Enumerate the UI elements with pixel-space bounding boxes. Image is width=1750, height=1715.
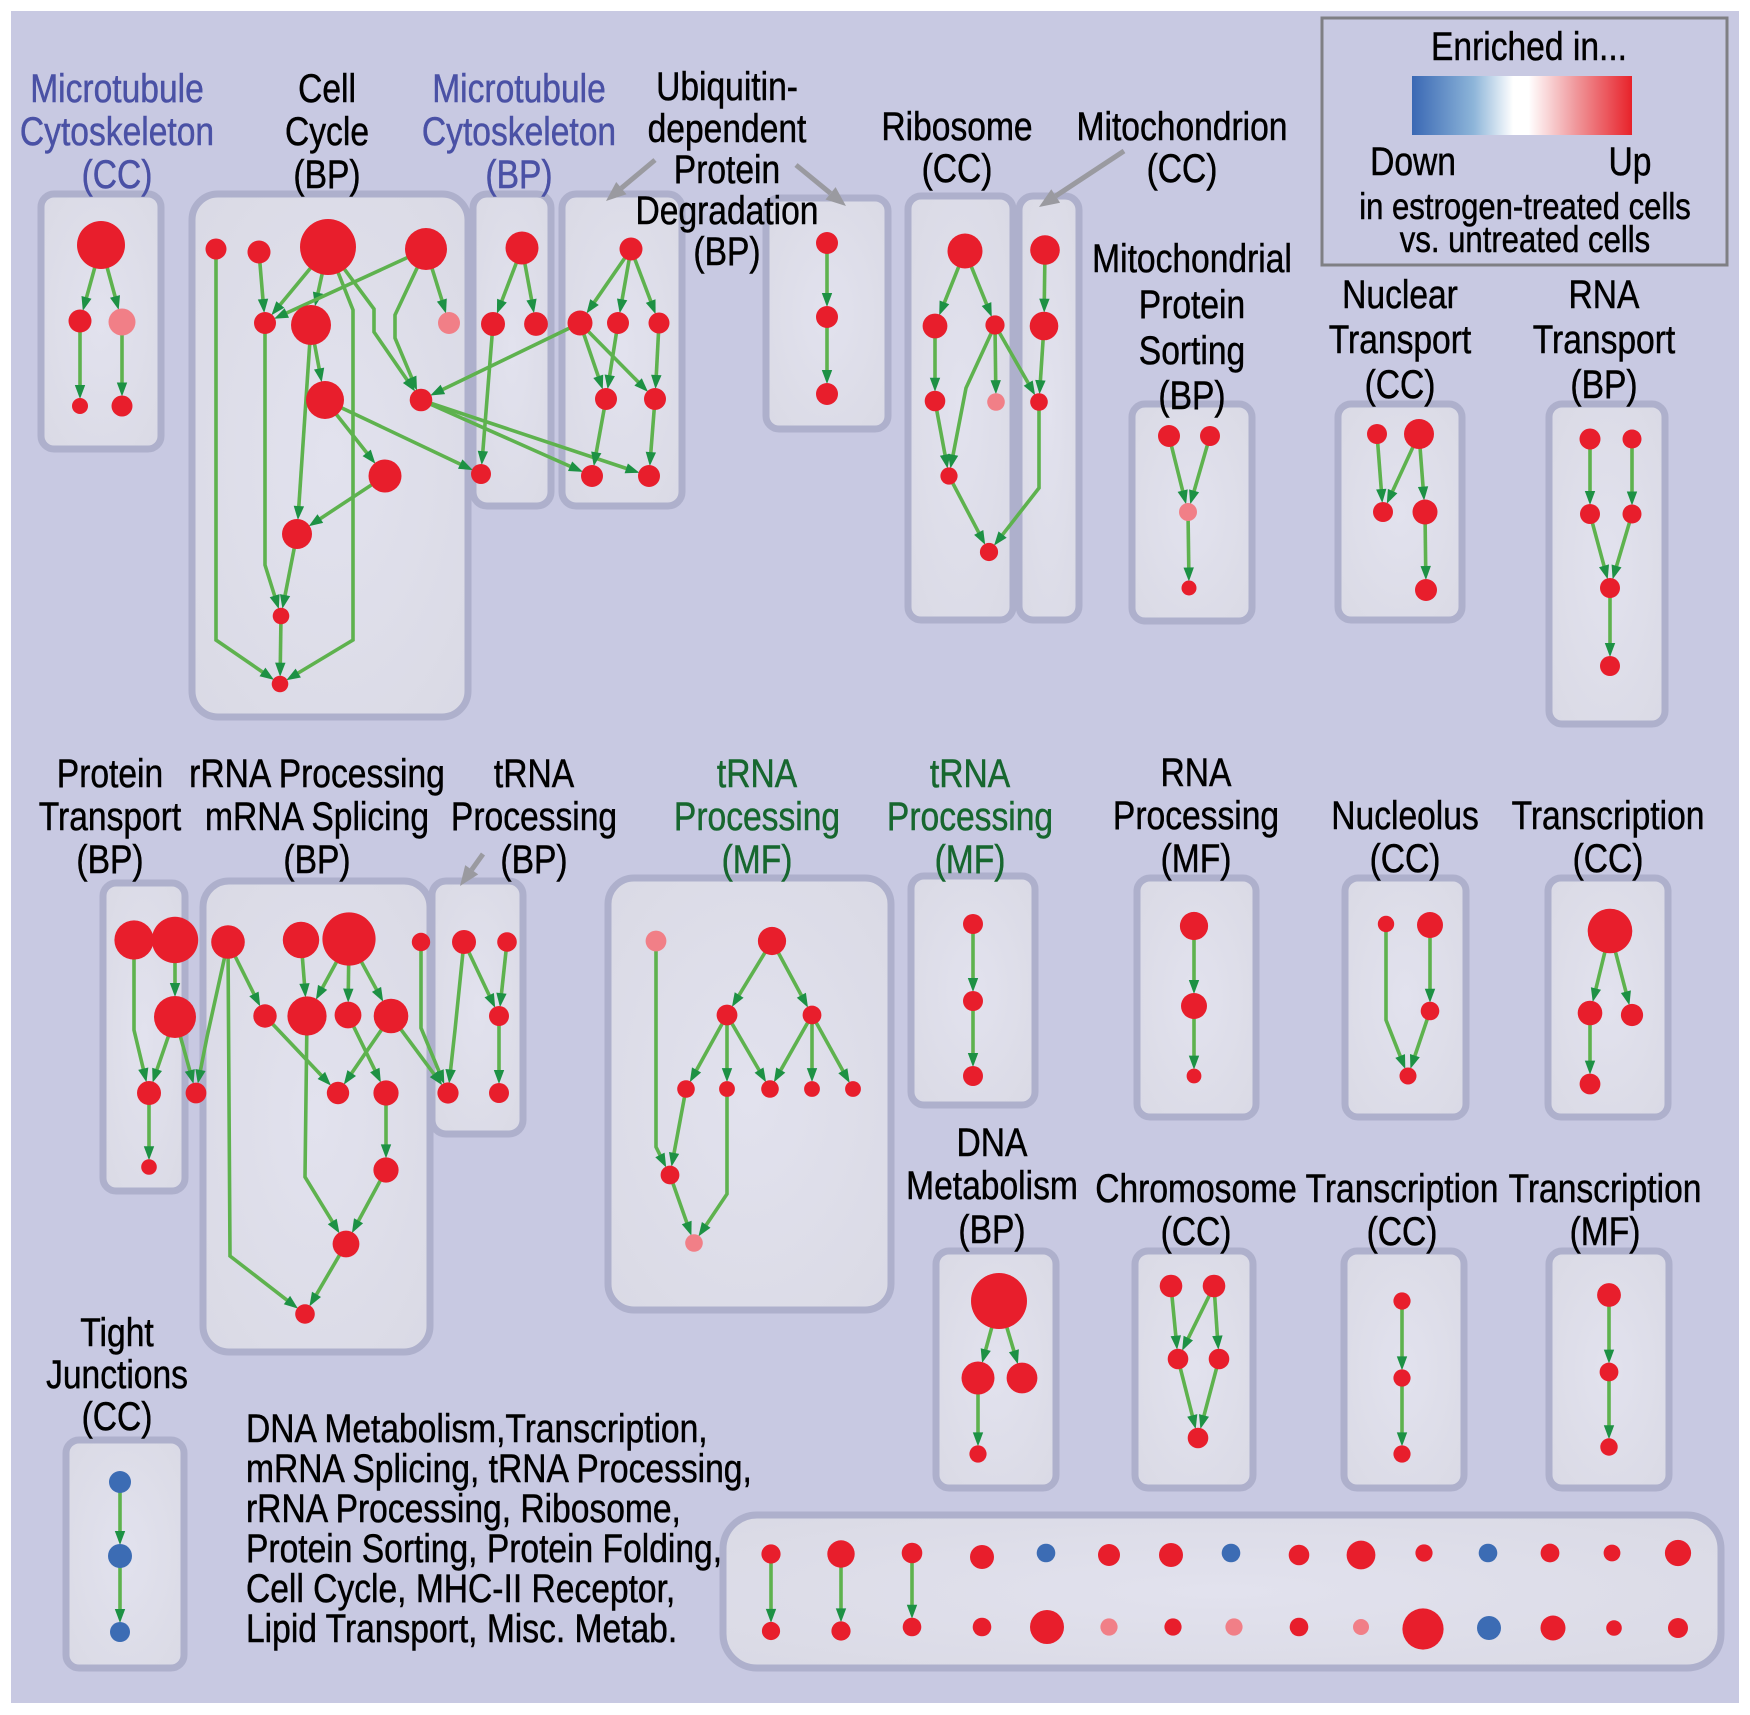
svg-text:Mitochondrial: Mitochondrial xyxy=(1092,236,1292,280)
svg-text:in estrogen-treated cells: in estrogen-treated cells xyxy=(1359,187,1691,228)
svg-text:(CC): (CC) xyxy=(1370,836,1441,880)
svg-text:Microtubule: Microtubule xyxy=(432,66,606,110)
svg-text:Transport: Transport xyxy=(1329,317,1471,361)
svg-text:(BP): (BP) xyxy=(1570,362,1637,406)
svg-text:Transcription: Transcription xyxy=(1306,1166,1499,1210)
svg-text:mRNA Splicing: mRNA Splicing xyxy=(205,794,429,838)
svg-text:(BP): (BP) xyxy=(283,837,350,881)
svg-text:(CC): (CC) xyxy=(1367,1209,1438,1253)
svg-text:Protein: Protein xyxy=(674,147,780,191)
svg-text:(MF): (MF) xyxy=(935,837,1006,881)
svg-text:Transcription: Transcription xyxy=(1509,1166,1702,1210)
svg-text:(CC): (CC) xyxy=(1573,836,1644,880)
svg-text:DNA Metabolism,Transcription,: DNA Metabolism,Transcription, xyxy=(246,1406,708,1450)
svg-text:tRNA: tRNA xyxy=(930,751,1011,795)
svg-text:(CC): (CC) xyxy=(82,1394,153,1438)
svg-text:Processing: Processing xyxy=(451,794,617,838)
svg-text:Protein: Protein xyxy=(1139,282,1245,326)
svg-text:(CC): (CC) xyxy=(82,152,153,196)
svg-text:Degradation: Degradation xyxy=(636,188,819,232)
svg-text:(BP): (BP) xyxy=(1158,373,1225,417)
svg-text:Cytoskeleton: Cytoskeleton xyxy=(422,109,616,153)
svg-text:Processing: Processing xyxy=(674,794,840,838)
svg-text:Up: Up xyxy=(1609,139,1652,183)
svg-text:(CC): (CC) xyxy=(1161,1209,1232,1253)
svg-text:Junctions: Junctions xyxy=(46,1352,188,1396)
svg-text:Nuclear: Nuclear xyxy=(1342,272,1458,316)
svg-text:(CC): (CC) xyxy=(1147,146,1218,190)
svg-text:Mitochondrion: Mitochondrion xyxy=(1077,104,1288,148)
svg-text:rRNA Processing, Ribosome,: rRNA Processing, Ribosome, xyxy=(246,1486,681,1530)
svg-text:(BP): (BP) xyxy=(958,1207,1025,1251)
svg-text:tRNA: tRNA xyxy=(494,751,575,795)
svg-text:(MF): (MF) xyxy=(1570,1209,1641,1253)
svg-text:vs. untreated cells: vs. untreated cells xyxy=(1400,220,1650,261)
svg-text:Transport: Transport xyxy=(39,794,181,838)
svg-text:tRNA: tRNA xyxy=(717,751,798,795)
svg-text:rRNA Processing: rRNA Processing xyxy=(189,751,445,795)
svg-text:Processing: Processing xyxy=(1113,793,1279,837)
svg-text:Down: Down xyxy=(1370,139,1456,183)
svg-text:(BP): (BP) xyxy=(76,837,143,881)
svg-text:Tight: Tight xyxy=(80,1310,153,1354)
svg-text:(CC): (CC) xyxy=(922,146,993,190)
svg-text:Protein: Protein xyxy=(57,751,163,795)
svg-text:Metabolism: Metabolism xyxy=(906,1163,1078,1207)
svg-text:Protein Sorting, Protein Foldi: Protein Sorting, Protein Folding, xyxy=(246,1526,722,1570)
svg-text:(CC): (CC) xyxy=(1365,362,1436,406)
svg-text:(MF): (MF) xyxy=(1161,836,1232,880)
svg-text:Processing: Processing xyxy=(887,794,1053,838)
svg-text:Lipid Transport, Misc. Metab.: Lipid Transport, Misc. Metab. xyxy=(246,1606,677,1650)
svg-text:Cell Cycle, MHC-II Receptor,: Cell Cycle, MHC-II Receptor, xyxy=(246,1566,675,1610)
svg-text:Microtubule: Microtubule xyxy=(30,66,204,110)
svg-text:Sorting: Sorting xyxy=(1139,328,1245,372)
svg-text:(BP): (BP) xyxy=(485,152,552,196)
svg-text:RNA: RNA xyxy=(1161,750,1232,794)
svg-text:Nucleolus: Nucleolus xyxy=(1331,793,1478,837)
svg-text:(BP): (BP) xyxy=(693,229,760,273)
svg-text:Ribosome: Ribosome xyxy=(881,104,1032,148)
svg-text:Cell: Cell xyxy=(298,66,356,110)
svg-text:Enriched in...: Enriched in... xyxy=(1431,24,1627,68)
svg-text:DNA: DNA xyxy=(957,1120,1028,1164)
svg-text:dependent: dependent xyxy=(648,106,807,150)
svg-text:Transcription: Transcription xyxy=(1512,793,1705,837)
svg-text:(BP): (BP) xyxy=(500,837,567,881)
svg-text:Cycle: Cycle xyxy=(285,109,369,153)
svg-text:mRNA Splicing, tRNA Processing: mRNA Splicing, tRNA Processing, xyxy=(246,1446,752,1490)
svg-text:RNA: RNA xyxy=(1569,272,1640,316)
svg-text:Ubiquitin-: Ubiquitin- xyxy=(656,64,798,108)
svg-text:(MF): (MF) xyxy=(722,837,793,881)
svg-text:Chromosome: Chromosome xyxy=(1095,1166,1297,1210)
svg-text:Cytoskeleton: Cytoskeleton xyxy=(20,109,214,153)
svg-text:(BP): (BP) xyxy=(293,152,360,196)
svg-text:Transport: Transport xyxy=(1533,317,1675,361)
